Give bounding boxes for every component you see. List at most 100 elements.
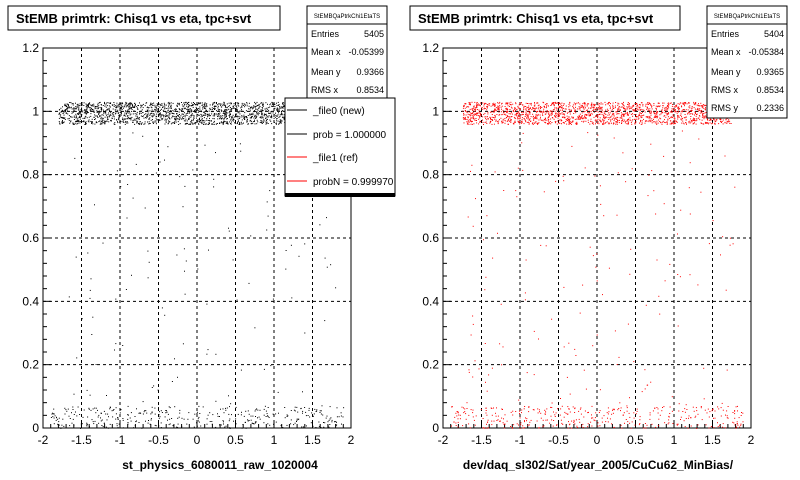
scatter-point	[713, 427, 715, 429]
scatter-point	[603, 112, 605, 114]
scatter-point	[64, 110, 66, 112]
scatter-point	[301, 426, 303, 428]
scatter-point	[164, 119, 166, 121]
scatter-point	[212, 115, 214, 117]
scatter-point	[581, 120, 583, 122]
scatter-point	[220, 109, 222, 111]
scatter-point	[668, 415, 670, 417]
scatter-point	[555, 180, 557, 182]
scatter-point	[606, 121, 608, 123]
scatter-point	[100, 420, 102, 422]
scatter-point	[150, 102, 152, 104]
scatter-point	[253, 117, 255, 119]
scatter-point	[266, 118, 268, 120]
scatter-point	[631, 120, 633, 122]
scatter-point	[205, 108, 207, 110]
scatter-point	[231, 119, 233, 121]
scatter-point	[669, 413, 671, 414]
scatter-point	[94, 114, 96, 116]
scatter-point	[82, 111, 83, 113]
scatter-point	[465, 103, 467, 105]
scatter-point	[178, 416, 180, 418]
scatter-point	[478, 123, 480, 125]
scatter-point	[490, 119, 492, 121]
scatter-point	[527, 107, 529, 109]
scatter-point	[175, 119, 177, 120]
scatter-point	[471, 164, 473, 166]
scatter-point	[73, 393, 75, 395]
scatter-point	[135, 106, 137, 108]
scatter-point	[506, 109, 508, 110]
scatter-point	[528, 123, 530, 125]
scatter-point	[622, 107, 624, 109]
scatter-point	[694, 111, 696, 113]
scatter-point	[470, 104, 471, 106]
scatter-point	[135, 421, 137, 423]
scatter-point	[272, 103, 274, 105]
scatter-point	[259, 116, 261, 118]
scatter-point	[85, 122, 86, 123]
scatter-point	[89, 426, 90, 428]
scatter-point	[618, 103, 620, 105]
scatter-point	[509, 117, 511, 119]
scatter-point	[184, 123, 186, 125]
scatter-point	[463, 104, 465, 106]
scatter-point	[540, 119, 542, 121]
scatter-point	[123, 105, 125, 107]
x-tick-label: -1	[515, 433, 526, 447]
scatter-point	[548, 119, 549, 121]
scatter-point	[473, 419, 475, 421]
scatter-point	[567, 120, 569, 122]
scatter-point	[627, 119, 629, 121]
scatter-point	[283, 119, 285, 121]
scatter-point	[658, 102, 660, 104]
scatter-point	[487, 106, 489, 108]
scatter-point	[639, 114, 640, 116]
scatter-point	[201, 122, 203, 124]
scatter-point	[196, 112, 198, 114]
scatter-point	[83, 110, 85, 112]
scatter-point	[193, 103, 195, 105]
scatter-point	[577, 427, 578, 428]
scatter-point	[84, 109, 86, 110]
scatter-point	[493, 104, 495, 105]
scatter-point	[52, 412, 53, 414]
scatter-point	[704, 112, 706, 114]
scatter-point	[197, 268, 199, 270]
scatter-point	[613, 115, 615, 117]
scatter-point	[663, 203, 665, 205]
scatter-point	[591, 405, 593, 407]
scatter-point	[635, 118, 637, 120]
scatter-point	[595, 108, 597, 110]
scatter-point	[599, 410, 601, 412]
scatter-point	[70, 120, 72, 122]
scatter-point	[497, 123, 499, 125]
scatter-point	[92, 109, 94, 111]
scatter-point	[555, 113, 556, 115]
scatter-point	[476, 109, 478, 110]
scatter-point	[217, 118, 219, 120]
scatter-point	[467, 113, 469, 115]
scatter-point	[95, 115, 97, 117]
scatter-point	[220, 115, 222, 117]
scatter-point	[159, 161, 161, 163]
scatter-point	[586, 114, 588, 116]
scatter-point	[605, 117, 607, 119]
scatter-point	[272, 413, 274, 415]
scatter-point	[651, 118, 653, 120]
scatter-point	[583, 102, 585, 104]
scatter-point	[498, 107, 500, 109]
scatter-point	[474, 108, 476, 110]
scatter-point	[653, 103, 655, 104]
scatter-point	[282, 117, 284, 119]
scatter-point	[648, 121, 650, 123]
scatter-point	[641, 121, 643, 123]
scatter-point	[164, 159, 165, 161]
scatter-point	[697, 424, 699, 426]
scatter-point	[103, 422, 105, 424]
scatter-point	[183, 115, 185, 117]
scatter-point	[569, 101, 571, 103]
scatter-point	[254, 119, 255, 121]
scatter-point	[133, 106, 134, 108]
scatter-point	[525, 417, 526, 419]
